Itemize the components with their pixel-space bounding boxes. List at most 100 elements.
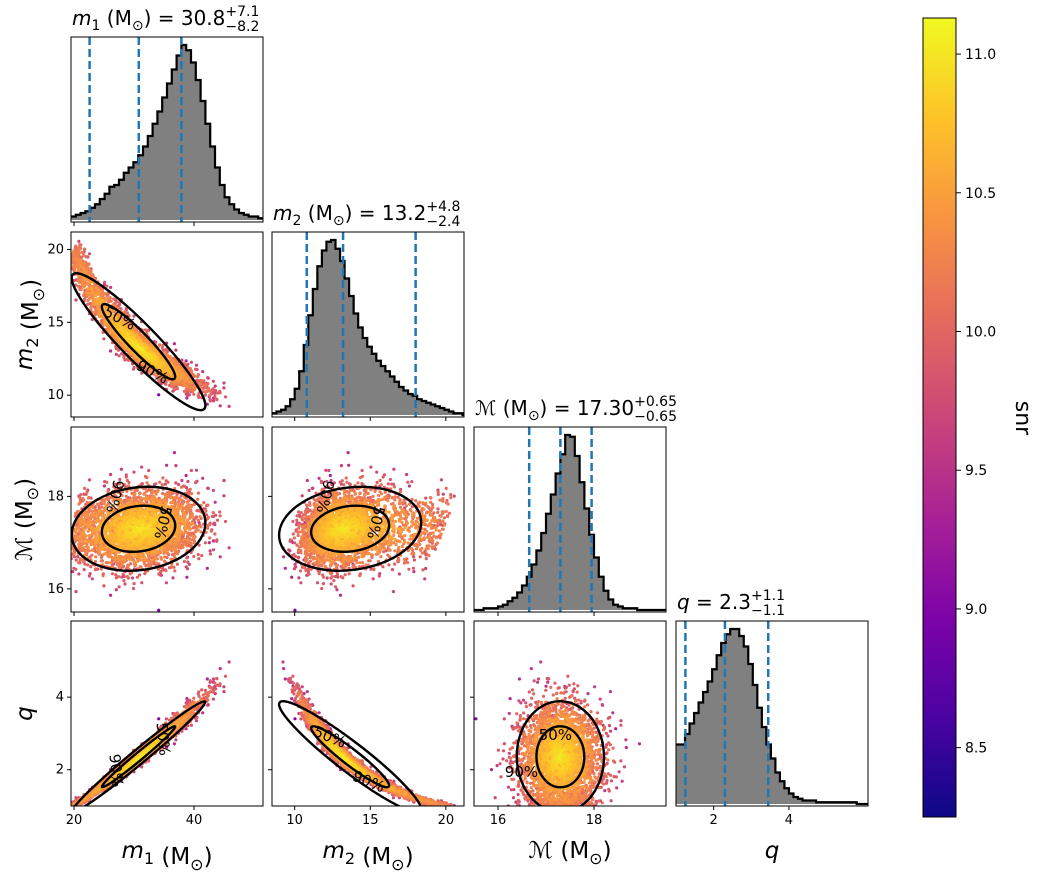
scatter-point	[194, 367, 198, 371]
scatter-point	[173, 495, 177, 500]
scatter-point	[156, 376, 160, 381]
scatter-point	[78, 243, 82, 247]
scatter-point	[139, 483, 143, 487]
scatter-point	[196, 497, 200, 501]
title-symbol: m	[72, 6, 91, 30]
scatter-point	[145, 481, 149, 485]
hist-panel-m2: m2 (M⊙) = 13.2+4.8 −2.4	[271, 199, 465, 421]
scatter-point	[194, 516, 198, 520]
scatter-point	[211, 379, 215, 383]
scatter-point	[185, 500, 189, 504]
scatter-point	[138, 491, 142, 495]
scatter-point	[174, 348, 178, 352]
scatter-point	[94, 555, 98, 559]
scatter-point	[147, 564, 151, 568]
contour-90	[71, 272, 207, 412]
y-tick-label: 20	[47, 242, 64, 257]
scatter-point	[84, 549, 88, 553]
scatter-point	[89, 542, 93, 547]
scatter-point	[222, 386, 226, 390]
scatter-point	[82, 270, 86, 274]
scatter-point	[197, 557, 201, 561]
title-equals: = 13.2	[352, 201, 426, 225]
scatter-point	[165, 463, 169, 467]
scatter-point	[192, 554, 196, 559]
scatter-point	[139, 496, 143, 500]
scatter-point	[74, 528, 78, 532]
scatter-point	[83, 562, 87, 566]
scatter-point	[64, 268, 67, 271]
scatter-point	[74, 260, 78, 264]
scatter-point	[169, 357, 173, 361]
title-minus: −2.4	[426, 214, 460, 230]
scatter-point	[211, 399, 216, 403]
scatter-point	[190, 492, 194, 496]
scatter-point	[211, 510, 215, 515]
scatter-point	[95, 292, 100, 296]
scatter-point	[154, 361, 158, 365]
scatter-point	[145, 476, 149, 480]
scatter-point	[183, 484, 187, 488]
scatter-point	[168, 490, 172, 494]
scatter-point	[78, 247, 82, 251]
scatter-point	[124, 553, 128, 558]
scatter-point	[91, 505, 95, 510]
scatter-point	[222, 478, 226, 483]
scatter-point	[185, 396, 189, 400]
scatter-point	[206, 386, 210, 390]
scatter-point	[144, 497, 148, 501]
panel-content	[71, 37, 263, 222]
scatter-point	[189, 468, 193, 473]
scatter-point	[82, 276, 86, 280]
title-minus: −8.2	[225, 19, 259, 35]
scatter-point	[89, 295, 93, 299]
scatter-point	[87, 478, 92, 482]
scatter-point	[172, 565, 176, 569]
scatter-point	[119, 485, 123, 489]
scatter-point	[89, 565, 93, 569]
scatter-point	[86, 545, 90, 550]
scatter-point	[84, 515, 88, 520]
scatter-point	[82, 546, 86, 550]
scatter-point	[107, 555, 111, 559]
scatter-point	[199, 530, 203, 534]
scatter-point	[72, 264, 76, 269]
scatter-point	[194, 468, 199, 472]
scatter-point	[140, 501, 144, 505]
scatter-point	[67, 567, 70, 570]
scatter-point	[179, 485, 184, 489]
scatter-point	[182, 559, 186, 564]
scatter-point	[173, 569, 177, 573]
scatter-point	[192, 502, 196, 507]
scatter-point	[223, 395, 228, 399]
scatter-point	[114, 573, 118, 577]
scatter-point	[130, 576, 135, 580]
scatter-point	[181, 545, 185, 550]
scatter-point	[79, 535, 83, 540]
scatter-point	[91, 273, 95, 277]
scatter-point	[88, 520, 92, 524]
scatter-point	[77, 239, 81, 243]
scatter-point	[74, 263, 78, 267]
scatter-point	[82, 266, 86, 270]
scatter-point	[188, 487, 192, 491]
scatter-point	[83, 297, 87, 301]
scatter-point	[169, 557, 173, 561]
scatter-point	[172, 451, 176, 455]
scatter-point	[201, 370, 205, 374]
scatter-point	[154, 557, 158, 561]
scatter-point	[166, 480, 170, 484]
scatter-point	[161, 343, 165, 348]
scatter-point	[91, 297, 96, 301]
scatter-point	[189, 360, 193, 364]
scatter-point	[202, 501, 206, 505]
scatter-point	[109, 314, 113, 318]
scatter-point	[67, 267, 70, 270]
scatter-point	[108, 309, 112, 313]
scatter-point	[208, 549, 212, 553]
scatter-point	[91, 302, 95, 306]
scatter-point	[213, 394, 217, 399]
panel-content	[272, 232, 464, 417]
scatter-point	[191, 521, 195, 525]
scatter-point	[160, 483, 164, 487]
